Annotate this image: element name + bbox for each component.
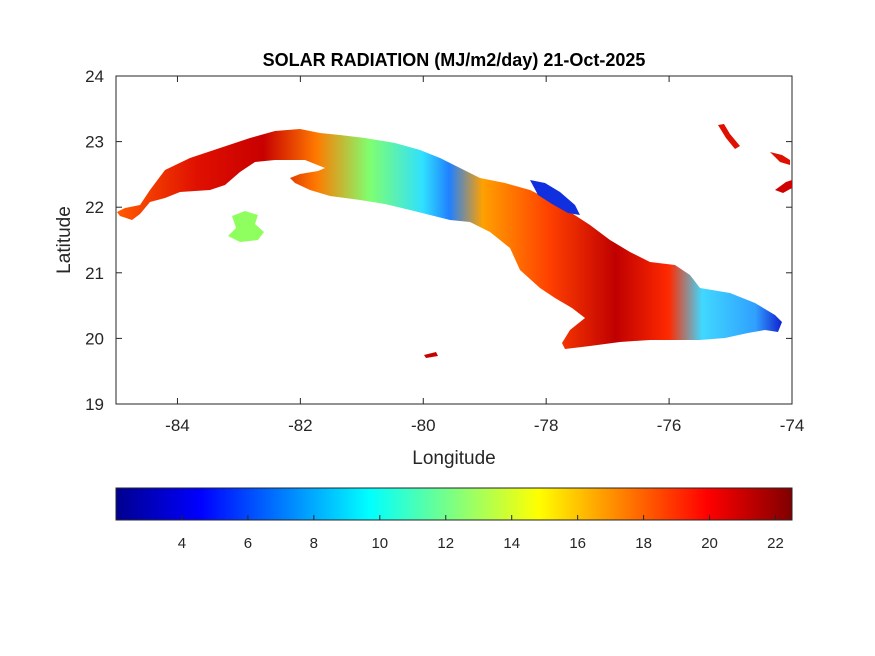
y-tick-label: 21 [85,264,104,283]
colorbar-tick-label: 10 [371,535,388,552]
x-axis-ticks: -84 -82 -80 -78 -76 -74 [165,76,804,435]
radiation-field [117,124,792,358]
x-tick-label: -80 [411,416,436,435]
eastern-fragment-1 [718,124,740,149]
eastern-fragment-3 [775,180,792,193]
x-tick-label: -76 [657,416,682,435]
isla-de-la-juventud [228,211,264,242]
southern-fragment [424,352,438,358]
map-axes [115,75,793,405]
y-axis-label: Latitude [54,206,75,274]
y-axis-ticks: 19 20 21 22 23 24 [85,67,792,414]
y-tick-label: 20 [85,329,104,348]
y-tick-label: 23 [85,133,104,152]
colorbar-ticks: 4 6 8 10 12 14 16 18 20 22 [178,515,784,552]
cuba-main-island [117,129,782,349]
colorbar-tick-label: 8 [310,535,318,552]
y-tick-label: 19 [85,395,104,414]
y-tick-label: 22 [85,198,104,217]
colorbar-tick-label: 20 [701,535,718,552]
x-tick-label: -82 [288,416,313,435]
y-tick-label: 24 [85,67,104,86]
x-axis-label: Longitude [412,448,495,469]
colorbar-tick-label: 18 [635,535,652,552]
colorbar-tick-label: 16 [569,535,586,552]
colorbar-tick-label: 4 [178,535,186,552]
x-tick-label: -74 [780,416,805,435]
chart-title: SOLAR RADIATION (MJ/m2/day) 21-Oct-2025 [263,50,646,70]
eastern-fragment-2 [770,152,790,165]
northeast-cays [530,180,580,215]
colorbar-tick-label: 12 [437,535,454,552]
colorbar-tick-label: 22 [767,535,784,552]
colorbar-tick-label: 6 [244,535,252,552]
x-tick-label: -78 [534,416,559,435]
colorbar [115,487,793,521]
colorbar-tick-label: 14 [503,535,520,552]
x-tick-label: -84 [165,416,190,435]
